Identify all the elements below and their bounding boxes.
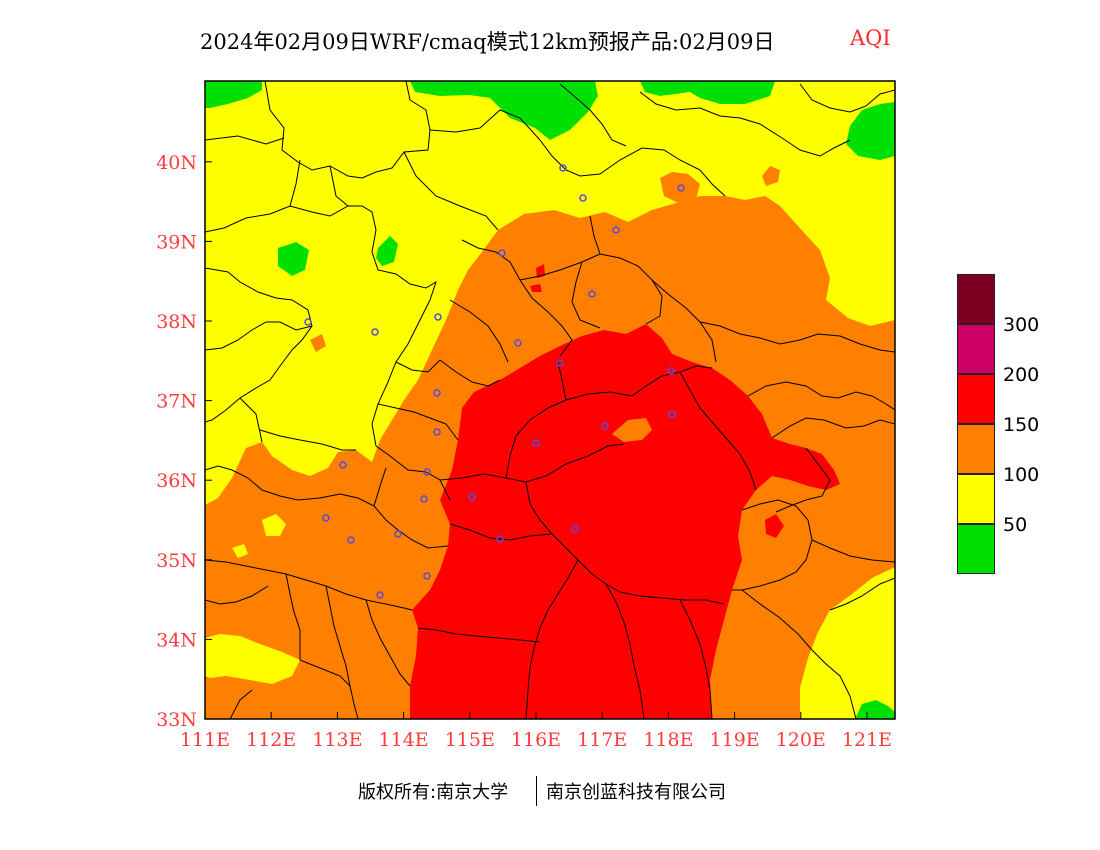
aqi-zone-green [376, 236, 398, 266]
lat-tick-label: 40N [156, 152, 197, 174]
aqi-zone-orange [660, 172, 700, 204]
lon-tick-label: 119E [710, 729, 760, 751]
lon-tick-label: 116E [511, 729, 561, 751]
lat-tick-label: 33N [156, 709, 197, 731]
chart-title: 2024年02月09日WRF/cmaq模式12km预报产品:02月09日 AQI [0, 26, 1100, 60]
city-marker [571, 525, 579, 533]
aqi-zone-green [855, 700, 895, 719]
aqi-zone-orange [612, 418, 652, 442]
aqi-legend: 50 100 150 200 300 [957, 274, 1097, 576]
lon-tick-label: 115E [445, 729, 495, 751]
title-variable: AQI [850, 26, 891, 50]
legend-label: 300 [1003, 314, 1040, 336]
city-marker [371, 328, 379, 336]
aqi-zone-green [278, 242, 309, 276]
lat-tick-label: 39N [156, 231, 197, 253]
lon-tick-label: 113E [312, 729, 362, 751]
city-marker [612, 226, 620, 234]
footer-divider [536, 776, 537, 806]
aqi-zone-yellow [232, 544, 248, 558]
aqi-zone-yellow [205, 634, 300, 684]
legend-label: 50 [1003, 514, 1028, 536]
city-marker [376, 591, 384, 599]
aqi-fill-layer [205, 81, 895, 719]
city-marker [423, 572, 431, 580]
lon-tick-label: 112E [246, 729, 296, 751]
aqi-zone-green [846, 102, 895, 160]
city-marker [304, 318, 312, 326]
city-marker [433, 428, 441, 436]
latitude-axis: 33N 34N 35N 36N 37N 38N 39N 40N [156, 152, 212, 731]
legend-swatch-orange [957, 424, 995, 474]
lon-tick-label: 121E [842, 729, 892, 751]
legend-label: 100 [1003, 464, 1040, 486]
city-marker [668, 410, 676, 418]
city-marker [559, 164, 567, 172]
aqi-zone-green [640, 81, 775, 104]
city-marker [339, 461, 347, 469]
legend-swatch-yellow [957, 474, 995, 524]
lon-tick-label: 120E [776, 729, 826, 751]
aqi-zone-red [410, 324, 840, 719]
city-marker [677, 184, 685, 192]
copyright-footer: 版权所有:南京大学 南京创蓝科技有限公司 [0, 776, 1100, 808]
city-marker [322, 514, 330, 522]
lat-tick-label: 37N [156, 391, 197, 413]
city-marker [468, 493, 476, 501]
aqi-zone-red [530, 284, 542, 292]
aqi-zone-orange [762, 166, 780, 186]
lon-tick-label: 117E [577, 729, 627, 751]
city-marker [579, 194, 587, 202]
legend-label: 150 [1003, 414, 1040, 436]
city-marker [420, 495, 428, 503]
city-marker [514, 339, 522, 347]
city-marker [601, 422, 609, 430]
city-marker [434, 313, 442, 321]
city-marker [496, 535, 504, 543]
company-text: 南京创蓝科技有限公司 [546, 782, 726, 803]
city-marker [588, 290, 596, 298]
legend-swatch-green [957, 524, 995, 574]
aqi-zone-green [410, 81, 598, 140]
lat-tick-label: 35N [156, 550, 197, 572]
legend-swatch-red [957, 374, 995, 424]
longitude-axis: 111E 112E 113E 114E 115E 116E 117E 118E 119E 120E… [180, 712, 892, 751]
map-frame [204, 80, 896, 720]
copyright-text: 版权所有:南京大学 [358, 782, 509, 803]
legend-label: 200 [1003, 364, 1040, 386]
aqi-zone-yellow [262, 514, 286, 536]
lat-tick-label: 34N [156, 629, 197, 651]
lon-tick-label: 114E [379, 729, 429, 751]
lon-tick-label: 111E [180, 729, 230, 751]
aqi-zone-red [536, 264, 545, 278]
city-marker [423, 468, 431, 476]
lat-tick-label: 38N [156, 311, 197, 333]
city-marker [532, 439, 540, 447]
aqi-zone-green [205, 81, 262, 108]
city-marker [347, 536, 355, 544]
city-marker [667, 367, 675, 375]
legend-swatch-maroon [957, 274, 995, 324]
legend-swatch-purple [957, 324, 995, 374]
aqi-zone-orange [310, 334, 326, 352]
city-marker [394, 530, 402, 538]
city-marker [498, 249, 506, 257]
city-marker [556, 359, 564, 367]
aqi-zone-red [765, 514, 784, 538]
city-markers [304, 164, 685, 599]
lon-tick-label: 118E [643, 729, 693, 751]
title-main: 2024年02月09日WRF/cmaq模式12km预报产品:02月09日 [200, 30, 775, 54]
lat-tick-label: 36N [156, 470, 197, 492]
city-marker [433, 389, 441, 397]
